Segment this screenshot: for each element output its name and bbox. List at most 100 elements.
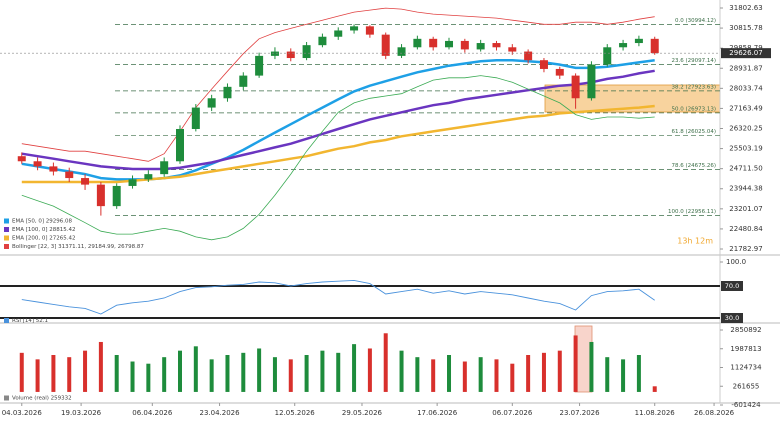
volume-bar: [415, 357, 420, 392]
y-tick-label: 23944.38: [729, 185, 762, 193]
y-tick-label: 70.0: [725, 282, 739, 290]
volume-bar: [573, 335, 578, 392]
volume-bar: [19, 352, 24, 392]
candle-body: [81, 178, 90, 185]
candle-body: [207, 98, 216, 108]
volume-bar: [98, 341, 103, 392]
volume-bar: [605, 357, 610, 392]
y-tick-label: 100.0: [726, 258, 746, 266]
volume-bar: [272, 357, 277, 392]
volume-bar: [447, 355, 452, 392]
rsi-level-box: [721, 281, 743, 291]
x-tick-label: 12.05.2026: [275, 409, 316, 417]
candle-body: [160, 161, 169, 175]
volume-bar: [209, 359, 214, 392]
fib-label: 38.2 (27923.63): [671, 84, 716, 90]
volume-bar: [320, 350, 325, 392]
indicator-line: [21, 69, 655, 171]
volume-bar: [67, 357, 72, 392]
candle-body: [413, 38, 422, 48]
legend-label: EMA [200, 0] 27265.42: [12, 236, 76, 242]
volume-bar: [494, 359, 499, 392]
legend-label: Volume (real) 259332: [12, 396, 72, 402]
candle-body: [176, 128, 184, 162]
fib-label: 50.0 (26973.13): [671, 106, 716, 112]
volume-bar: [130, 361, 135, 392]
legend-swatch: [4, 395, 9, 401]
legend-swatch: [4, 218, 9, 224]
y-tick-label: 22480.84: [729, 225, 763, 233]
y-tick-label: 28033.74: [729, 84, 763, 92]
candle-body: [65, 171, 74, 179]
y-tick-label: 1987813: [730, 345, 761, 353]
y-tick-label: 1124734: [730, 364, 762, 372]
x-tick-label: 26.08.2026: [694, 409, 735, 417]
volume-bar: [51, 355, 56, 392]
candle-body: [302, 45, 311, 59]
volume-bar: [288, 359, 293, 392]
indicator-line: [21, 7, 655, 162]
y-tick-label: 21782.97: [729, 245, 762, 253]
candle-body: [381, 34, 390, 56]
fib-label: 0.0 (30994.12): [675, 18, 716, 24]
x-tick-label: 19.03.2026: [61, 409, 102, 417]
x-tick-label: 17.06.2026: [417, 409, 458, 417]
candle-body: [619, 43, 628, 48]
candle-body: [223, 86, 232, 99]
legend-swatch: [4, 244, 9, 249]
indicator-line: [21, 58, 655, 181]
candle-body: [334, 30, 343, 37]
candle-body: [365, 26, 374, 35]
candle-body: [350, 26, 359, 31]
x-tick-label: 06.04.2026: [132, 409, 173, 417]
candle-body: [112, 185, 121, 207]
volume-bar: [225, 355, 230, 392]
volume-bar: [367, 348, 372, 392]
y-tick-label: 23201.07: [729, 205, 762, 213]
volume-bar: [336, 352, 341, 392]
candle-body: [539, 60, 548, 69]
legend-label: RSI [14] 52.1: [12, 318, 48, 324]
fib-label: 61.8 (26025.04): [671, 129, 716, 135]
candle-body: [286, 51, 295, 59]
countdown: 13h 12m: [677, 237, 713, 246]
y-tick-label: 26320.25: [729, 125, 762, 133]
y-tick-label: 2850892: [730, 326, 761, 334]
volume-bar: [510, 363, 515, 392]
candle-body: [492, 43, 501, 48]
indicator-line: [21, 104, 655, 184]
candle-body: [17, 156, 26, 162]
volume-bar: [257, 348, 262, 392]
volume-bar: [114, 355, 119, 392]
y-tick-label: 30.0: [725, 314, 739, 322]
fib-label: 100.0 (22956.11): [668, 209, 716, 215]
fib-label: 23.6 (29097.14): [671, 58, 716, 64]
candle-body: [49, 166, 58, 172]
volume-bar: [526, 355, 531, 392]
legend-swatch: [4, 235, 9, 241]
volume-bar: [621, 359, 626, 392]
candle-body: [270, 51, 279, 56]
volume-bar: [383, 333, 388, 392]
candle-body: [555, 68, 564, 76]
candle-body: [397, 47, 406, 56]
y-tick-label: 24711.50: [729, 165, 762, 173]
y-tick-label: 28931.87: [729, 64, 762, 72]
x-tick-label: 23.07.2026: [560, 409, 601, 417]
volume-bar: [304, 355, 309, 392]
x-tick-label: 23.04.2026: [200, 409, 241, 417]
x-tick-label: 29.05.2026: [342, 409, 383, 417]
candle-body: [571, 75, 580, 99]
candle-body: [460, 40, 469, 50]
candle-body: [587, 64, 596, 99]
y-tick-label: 261655: [733, 382, 760, 390]
candle-body: [445, 40, 454, 48]
candle-body: [144, 174, 153, 180]
volume-bar: [478, 357, 483, 392]
candle-body: [508, 47, 517, 52]
volume-bar: [462, 361, 467, 392]
volume-bar: [146, 363, 151, 392]
volume-bar: [557, 350, 562, 392]
legend-label: EMA [50, 0] 29296.08: [12, 219, 73, 225]
